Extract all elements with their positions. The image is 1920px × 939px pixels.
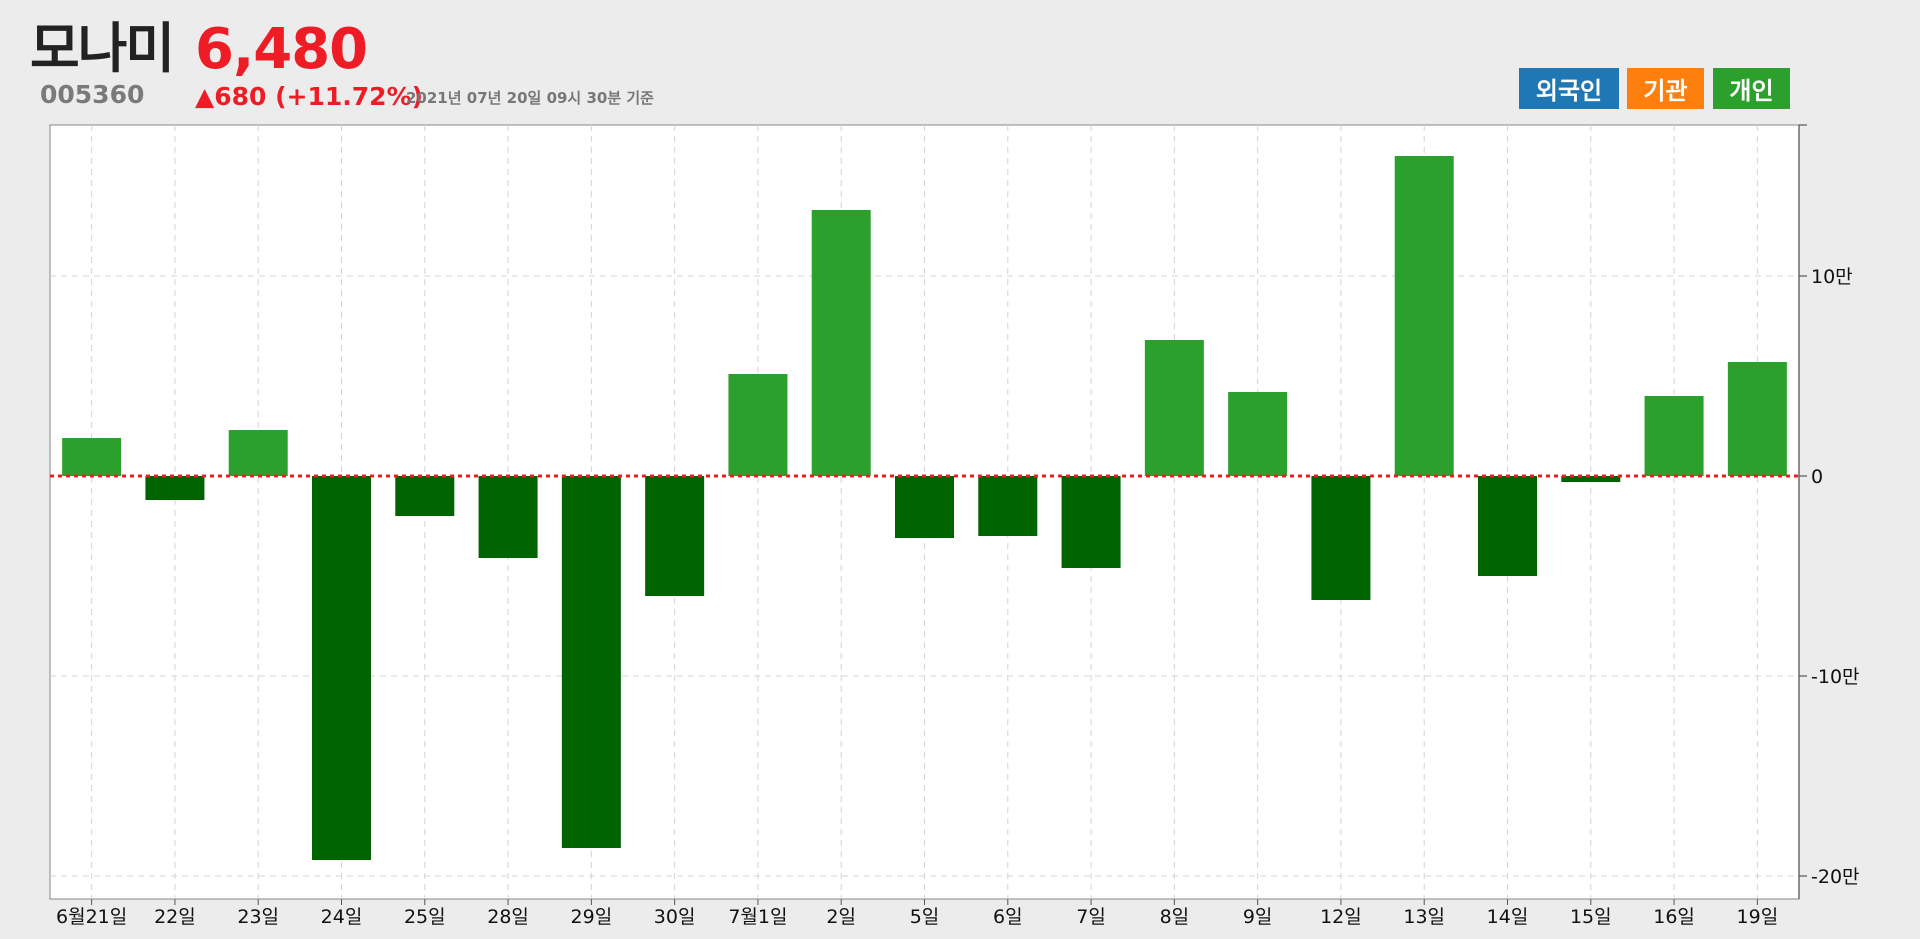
x-tick-label: 13일 <box>1403 906 1445 928</box>
x-tick-label: 6월21일 <box>56 906 127 928</box>
bar[interactable] <box>228 430 288 476</box>
stock-name: 모나미 <box>30 17 175 80</box>
x-tick-label: 8일 <box>1160 906 1190 928</box>
bar[interactable] <box>1061 476 1121 568</box>
institution-button[interactable]: 기관 <box>1627 68 1704 109</box>
individual-button[interactable]: 개인 <box>1713 68 1790 109</box>
bar[interactable] <box>145 476 205 500</box>
bar[interactable] <box>395 476 455 516</box>
bar[interactable] <box>645 476 705 596</box>
bar[interactable] <box>478 476 538 558</box>
x-tick-label: 5일 <box>910 906 940 928</box>
x-tick-label: 12일 <box>1320 906 1362 928</box>
bar[interactable] <box>1144 340 1204 476</box>
stock-price: 6,480 <box>195 17 368 82</box>
timestamp: 2021년 07년 20일 09시 30분 기준 <box>406 89 654 107</box>
x-tick-label: 14일 <box>1487 906 1529 928</box>
bar[interactable] <box>811 210 871 476</box>
bar[interactable] <box>62 438 122 476</box>
x-tick-label: 25일 <box>404 906 446 928</box>
bar[interactable] <box>561 476 621 848</box>
foreign-investor-button[interactable]: 외국인 <box>1519 68 1619 109</box>
x-tick-label: 19일 <box>1737 906 1779 928</box>
bar[interactable] <box>1727 362 1787 476</box>
bar[interactable] <box>1644 396 1704 476</box>
bar[interactable] <box>312 476 371 860</box>
x-tick-label: 30일 <box>654 906 696 928</box>
x-tick-label: 9일 <box>1243 906 1273 928</box>
bar[interactable] <box>1394 156 1454 476</box>
x-tick-label: 29일 <box>571 906 613 928</box>
x-tick-label: 22일 <box>154 906 196 928</box>
bar[interactable] <box>1228 392 1288 476</box>
y-tick-label: -10만 <box>1811 666 1860 688</box>
bar[interactable] <box>728 374 788 476</box>
stock-code: 005360 <box>40 80 145 109</box>
x-tick-label: 2일 <box>826 906 856 928</box>
x-tick-label: 6일 <box>993 906 1023 928</box>
y-tick-label: -20만 <box>1811 866 1860 888</box>
price-change: ▲680 (+11.72%) <box>195 82 424 111</box>
y-tick-label: 0 <box>1811 466 1823 488</box>
bar[interactable] <box>978 476 1038 536</box>
x-tick-label: 15일 <box>1570 906 1612 928</box>
x-tick-label: 24일 <box>321 906 363 928</box>
x-tick-label: 28일 <box>487 906 529 928</box>
x-tick-label: 16일 <box>1653 906 1695 928</box>
y-tick-label: 10만 <box>1811 266 1853 288</box>
bar[interactable] <box>1478 476 1537 576</box>
bar[interactable] <box>1561 476 1621 482</box>
bar[interactable] <box>1311 476 1371 600</box>
x-tick-label: 23일 <box>237 906 279 928</box>
bar[interactable] <box>895 476 954 538</box>
x-tick-label: 7월1일 <box>728 906 787 928</box>
x-tick-label: 7일 <box>1076 906 1106 928</box>
